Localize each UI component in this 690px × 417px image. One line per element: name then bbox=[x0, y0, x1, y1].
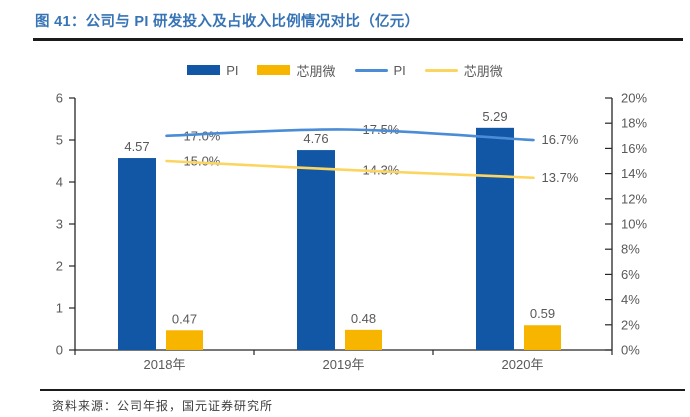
line-PI bbox=[165, 128, 535, 142]
legend-item-bar-1: 芯朋微 bbox=[257, 61, 336, 80]
right-tick-label: 10% bbox=[621, 217, 647, 232]
legend-label: 芯朋微 bbox=[296, 63, 336, 79]
legend-label: PI bbox=[393, 62, 406, 78]
bar-value-label: 0.48 bbox=[351, 311, 376, 326]
right-tick-label: 6% bbox=[621, 267, 640, 282]
line-value-label: 14.3% bbox=[363, 162, 400, 177]
right-tick-label: 12% bbox=[621, 191, 647, 206]
right-tick-label: 0% bbox=[621, 343, 640, 358]
left-tick-label: 5 bbox=[56, 133, 63, 148]
legend-line-swatch bbox=[354, 68, 388, 72]
line-芯朋微 bbox=[165, 159, 535, 180]
left-tick-label: 1 bbox=[56, 301, 63, 316]
right-tick-label: 20% bbox=[621, 91, 647, 106]
left-tick-label: 2 bbox=[56, 259, 63, 274]
line-value-label: 15.0% bbox=[184, 154, 221, 169]
line-series bbox=[165, 128, 535, 180]
x-category-label: 2020年 bbox=[502, 357, 544, 372]
bars: 4.57 4.76 5.29 0.47 0.48 0.59 bbox=[118, 109, 561, 350]
bar-PI-2018年 bbox=[118, 158, 156, 350]
chart-plot: 0 1 2 3 4 5 6 0% 2% 4% 6% 8% 10% 12% 14% 16% 18% 20% 2018年… bbox=[56, 91, 648, 373]
bar-value-label: 4.57 bbox=[124, 139, 149, 154]
bar-PI-2019年 bbox=[297, 150, 335, 350]
left-tick-label: 3 bbox=[56, 217, 63, 232]
legend-bar-swatch bbox=[187, 65, 221, 75]
right-axis-ticks: 0% 2% 4% 6% 8% 10% 12% 14% 16% 18% 20% bbox=[605, 91, 647, 358]
legend-label: PI bbox=[226, 62, 239, 78]
bar-芯朋微-2019年 bbox=[345, 329, 382, 350]
bar-value-label: 0.59 bbox=[530, 306, 555, 321]
chart-legend: PI 芯朋微 PI 芯朋微 bbox=[0, 60, 690, 80]
legend-bar-swatch bbox=[257, 65, 291, 75]
right-tick-label: 18% bbox=[621, 116, 647, 131]
right-tick-label: 4% bbox=[621, 292, 640, 307]
right-tick-label: 8% bbox=[621, 242, 640, 257]
line-value-label: 13.7% bbox=[542, 170, 579, 185]
legend-item-bar-0: PI bbox=[187, 63, 238, 78]
source-note: 资料来源：公司年报，国元证券研究所 bbox=[52, 399, 274, 413]
bar-芯朋微-2020年 bbox=[524, 325, 561, 350]
left-axis-ticks: 0 1 2 3 4 5 6 bbox=[56, 91, 75, 358]
left-tick-label: 4 bbox=[56, 175, 63, 190]
right-tick-label: 16% bbox=[621, 141, 647, 156]
bar-value-label: 5.29 bbox=[482, 109, 507, 124]
right-tick-label: 14% bbox=[621, 166, 647, 181]
bar-value-label: 4.76 bbox=[303, 131, 328, 146]
x-category-label: 2018年 bbox=[144, 357, 186, 372]
figure-title: 图 41：公司与 PI 研发投入及占收入比例情况对比（亿元） bbox=[35, 14, 420, 30]
title-rule bbox=[33, 38, 683, 41]
x-axis-ticks: 2018年 2019年 2020年 bbox=[74, 350, 613, 372]
line-value-label: 16.7% bbox=[542, 132, 579, 147]
left-tick-label: 0 bbox=[56, 343, 63, 358]
legend-label: 芯朋微 bbox=[463, 63, 503, 79]
bar-value-label: 0.47 bbox=[172, 311, 197, 326]
x-category-label: 2019年 bbox=[323, 357, 365, 372]
legend-item-line-2: PI bbox=[354, 62, 406, 78]
left-tick-label: 6 bbox=[56, 91, 63, 106]
bar-芯朋微-2018年 bbox=[166, 330, 203, 350]
bar-PI-2020年 bbox=[476, 127, 514, 350]
legend-line-swatch bbox=[424, 68, 458, 72]
right-tick-label: 2% bbox=[621, 317, 640, 332]
legend-item-line-3: 芯朋微 bbox=[424, 61, 503, 80]
line-value-label: 17.0% bbox=[184, 128, 221, 143]
footer-rule bbox=[40, 389, 685, 391]
